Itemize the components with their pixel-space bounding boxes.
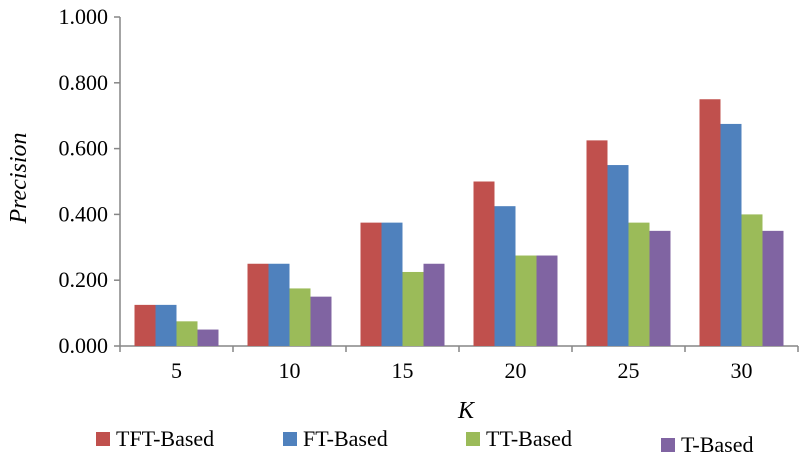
bar — [741, 214, 763, 346]
bar — [360, 222, 382, 346]
bar — [176, 321, 198, 346]
x-tick-label: 10 — [279, 358, 301, 383]
bar — [607, 165, 629, 346]
y-tick-label: 0.000 — [59, 333, 109, 358]
legend-swatch — [466, 432, 480, 446]
bar — [310, 296, 332, 346]
x-axis-title: K — [457, 398, 476, 424]
bar — [762, 230, 784, 346]
bar — [699, 99, 721, 346]
y-axis-title: Precision — [6, 132, 32, 224]
x-tick-label: 5 — [171, 358, 182, 383]
bar — [402, 271, 424, 346]
y-axis: 0.000 0.200 0.400 0.600 0.800 1.000 — [59, 4, 121, 358]
bar — [494, 206, 516, 346]
bar — [381, 222, 403, 346]
y-tick-label: 0.200 — [59, 267, 109, 292]
bar — [134, 304, 156, 346]
y-tick-label: 1.000 — [59, 4, 109, 29]
bar — [155, 304, 177, 346]
legend: TFT-Based FT-Based TT-Based T-Based — [96, 426, 754, 457]
bar — [536, 255, 558, 346]
bars — [134, 99, 784, 346]
legend-label: FT-Based — [303, 426, 388, 451]
bar — [720, 123, 742, 346]
x-tick-label: 25 — [618, 358, 640, 383]
legend-label: TFT-Based — [116, 426, 214, 451]
y-tick-label: 0.400 — [59, 201, 109, 226]
bar — [423, 263, 445, 346]
bar — [247, 263, 269, 346]
bar — [473, 181, 495, 346]
bar — [628, 222, 650, 346]
bar — [268, 263, 290, 346]
legend-swatch — [283, 432, 297, 446]
legend-swatch — [661, 438, 675, 452]
bar — [586, 140, 608, 346]
legend-swatch — [96, 432, 110, 446]
y-tick-label: 0.600 — [59, 136, 109, 161]
bar — [649, 230, 671, 346]
bar — [515, 255, 537, 346]
y-tick-label: 0.800 — [59, 70, 109, 95]
bar — [197, 329, 219, 346]
x-tick-label: 20 — [505, 358, 527, 383]
x-tick-label: 30 — [731, 358, 753, 383]
x-axis: 5 10 15 20 25 30 — [119, 345, 799, 383]
legend-label: TT-Based — [486, 426, 572, 451]
bar — [289, 288, 311, 346]
x-tick-label: 15 — [392, 358, 414, 383]
legend-label: T-Based — [681, 432, 754, 457]
